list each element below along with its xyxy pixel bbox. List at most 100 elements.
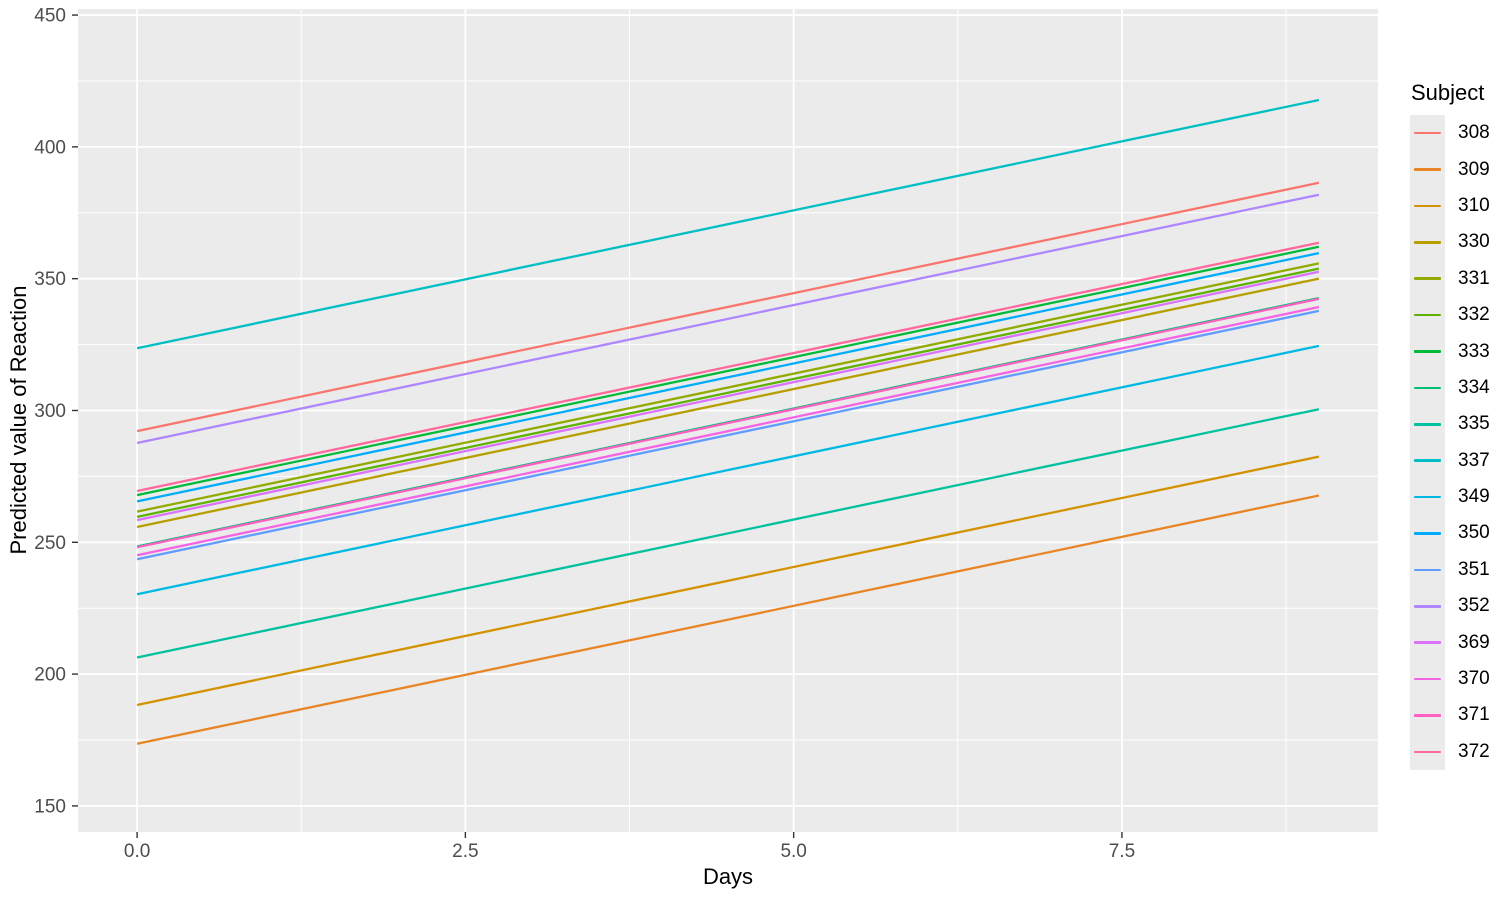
y-tick-label: 450 — [34, 6, 66, 27]
legend-key-line — [1414, 313, 1441, 317]
legend-key-swatch — [1410, 660, 1445, 698]
legend-label: 352 — [1458, 595, 1490, 617]
legend-key-swatch — [1410, 733, 1445, 771]
legend-key-line — [1414, 241, 1441, 244]
legend-key-line — [1414, 604, 1441, 608]
legend-key-swatch — [1410, 624, 1445, 661]
x-tick-label: 2.5 — [452, 841, 478, 862]
legend-item-335: 335 — [1410, 406, 1490, 443]
legend-key-line — [1414, 641, 1441, 644]
series-line-369 — [136, 270, 1320, 522]
legend-item-370: 370 — [1410, 660, 1490, 698]
legend-item-330: 330 — [1410, 224, 1490, 261]
legend-label: 333 — [1458, 340, 1490, 362]
legend-item-369: 369 — [1410, 624, 1490, 661]
legend-item-331: 331 — [1410, 260, 1490, 297]
legend-key-line — [1414, 168, 1441, 171]
legend-label: 349 — [1458, 486, 1490, 508]
legend-key-line — [1414, 532, 1441, 535]
legend-item-337: 337 — [1410, 442, 1490, 479]
legend-key-swatch — [1410, 333, 1445, 370]
legend-item-333: 333 — [1410, 333, 1490, 370]
legend-key-swatch — [1410, 697, 1445, 734]
series-line-308 — [136, 181, 1320, 433]
legend-label: 350 — [1458, 522, 1490, 544]
legend-key-swatch — [1410, 224, 1445, 261]
legend-key-line — [1414, 495, 1441, 499]
legend-item-308: 308 — [1410, 115, 1490, 152]
legend-key-swatch — [1410, 115, 1445, 152]
y-tick-label: 250 — [34, 533, 66, 554]
plot-area: 0.0 2.5 5.0 7.5 150 200 250 300 350 400 450 — [34, 6, 1378, 862]
legend-label: 335 — [1458, 413, 1490, 435]
y-tick-label: 200 — [34, 665, 66, 686]
legend-key-line — [1414, 131, 1441, 135]
legend-item-352: 352 — [1410, 588, 1490, 625]
legend-label: 371 — [1458, 704, 1490, 726]
legend-label: 330 — [1458, 231, 1490, 253]
legend-label: 310 — [1458, 194, 1490, 216]
legend-key-line — [1414, 459, 1441, 462]
legend-key-line — [1414, 386, 1441, 390]
series-line-309 — [136, 494, 1320, 745]
legend-label: 372 — [1458, 740, 1490, 762]
legend-label: 309 — [1458, 158, 1490, 180]
legend-key-line — [1414, 204, 1441, 208]
legend-item-351: 351 — [1410, 551, 1490, 589]
series-line-352 — [136, 193, 1320, 445]
y-tick-label: 300 — [34, 401, 66, 422]
series-line-370 — [136, 305, 1320, 557]
series-line-372 — [136, 241, 1320, 493]
series-line-310 — [136, 455, 1320, 707]
legend-key-swatch — [1410, 260, 1445, 297]
series-line-331 — [136, 262, 1320, 513]
y-axis-title: Predicted value of Reaction — [6, 285, 31, 554]
legend-key-line — [1414, 350, 1441, 353]
legend-label: 369 — [1458, 631, 1490, 653]
x-tick-label: 0.0 — [124, 841, 150, 862]
series-line-337 — [136, 98, 1320, 350]
x-axis-title: Days — [703, 864, 753, 889]
legend-key-swatch — [1410, 442, 1445, 479]
series-line-335 — [136, 408, 1320, 659]
legend-item-310: 310 — [1410, 187, 1490, 225]
legend-key-swatch — [1410, 478, 1445, 516]
legend-key-line — [1414, 423, 1441, 426]
series-line-351 — [136, 309, 1320, 561]
legend-item-371: 371 — [1410, 697, 1490, 734]
legend-item-332: 332 — [1410, 296, 1490, 334]
legend-key-swatch — [1410, 588, 1445, 625]
series-line-350 — [136, 251, 1320, 503]
y-tick-label: 150 — [34, 796, 66, 817]
legend-key-swatch — [1410, 406, 1445, 443]
series-line-332 — [136, 267, 1320, 519]
legend-key-line — [1414, 677, 1441, 681]
legend-key-line — [1414, 568, 1441, 572]
legend-key-swatch — [1410, 151, 1445, 188]
legend-key-line — [1414, 714, 1441, 717]
series-line-330 — [136, 277, 1320, 529]
legend-label: 351 — [1458, 558, 1490, 580]
y-tick-label: 350 — [34, 269, 66, 290]
x-tick-label: 5.0 — [780, 841, 806, 862]
legend-item-334: 334 — [1410, 369, 1490, 407]
legend-item-350: 350 — [1410, 515, 1490, 552]
legend-key-swatch — [1410, 296, 1445, 334]
legend-label: 334 — [1458, 376, 1490, 398]
legend-item-372: 372 — [1410, 733, 1490, 771]
x-tick-label: 7.5 — [1109, 841, 1135, 862]
series-line-333 — [136, 245, 1320, 497]
legend-label: 331 — [1458, 267, 1490, 289]
legend-label: 370 — [1458, 668, 1490, 690]
legend-label: 332 — [1458, 304, 1490, 326]
legend-item-309: 309 — [1410, 151, 1490, 188]
legend-key-line — [1414, 750, 1441, 754]
legend-key-line — [1414, 277, 1441, 281]
legend-title: Subject — [1411, 80, 1485, 105]
legend-item-349: 349 — [1410, 478, 1490, 516]
legend-key-swatch — [1410, 187, 1445, 225]
panel-background — [78, 9, 1378, 832]
series-line-349 — [136, 344, 1320, 596]
